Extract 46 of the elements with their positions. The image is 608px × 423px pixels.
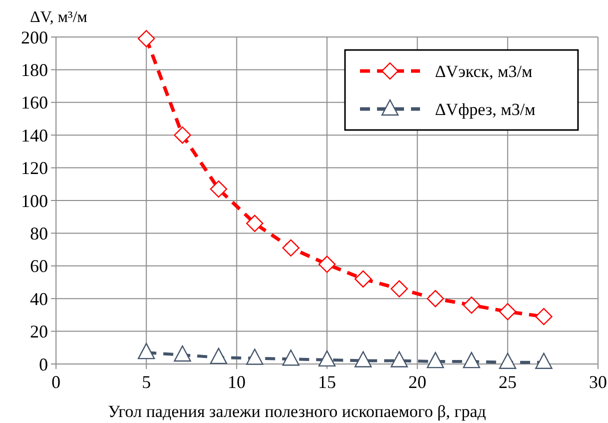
point bbox=[282, 349, 300, 366]
x-tick-label: 0 bbox=[52, 372, 60, 392]
point bbox=[210, 348, 228, 364]
point bbox=[462, 296, 480, 314]
legend-label: ΔVфрез, м3/м bbox=[435, 100, 536, 119]
y-tick-label: 40 bbox=[30, 288, 48, 309]
point bbox=[174, 126, 192, 144]
point bbox=[426, 290, 444, 308]
point bbox=[174, 345, 192, 362]
point bbox=[318, 350, 336, 367]
point bbox=[499, 303, 516, 320]
point bbox=[426, 352, 444, 368]
point bbox=[535, 308, 552, 326]
y-tick-label: 140 bbox=[21, 125, 48, 146]
point bbox=[499, 352, 516, 369]
point bbox=[246, 348, 264, 365]
y-tick-label: 60 bbox=[30, 256, 48, 276]
y-tick-label: 0 bbox=[39, 354, 48, 374]
x-tick-label: 25 bbox=[498, 372, 517, 392]
point bbox=[246, 214, 264, 232]
x-tick-label: 20 bbox=[408, 372, 426, 392]
point bbox=[390, 351, 408, 368]
point bbox=[354, 351, 372, 368]
point bbox=[354, 270, 372, 288]
point bbox=[535, 352, 552, 369]
y-tick-label: 120 bbox=[21, 158, 48, 178]
x-tick-label: 10 bbox=[228, 372, 246, 392]
x-axis-title: Угол падения залежи полезного ископаемого β, град bbox=[108, 402, 486, 421]
y-tick-label: 80 bbox=[30, 224, 48, 244]
y-tick-label: 20 bbox=[30, 322, 48, 342]
legend-label: ΔVэкск, м3/м bbox=[435, 62, 533, 81]
y-tick-label: 180 bbox=[21, 60, 48, 80]
point bbox=[318, 256, 336, 273]
y-tick-label: 200 bbox=[21, 27, 48, 48]
x-tick-label: 5 bbox=[142, 372, 151, 392]
x-tick-label: 30 bbox=[589, 372, 607, 392]
y-tick-label: 100 bbox=[21, 190, 48, 211]
point bbox=[138, 30, 155, 48]
point bbox=[282, 239, 300, 257]
y-axis-title: ΔV, м³/м bbox=[30, 9, 88, 26]
point bbox=[390, 280, 408, 298]
y-tick-label: 160 bbox=[21, 92, 48, 113]
point bbox=[462, 352, 480, 368]
point bbox=[210, 180, 228, 198]
x-tick-label: 15 bbox=[318, 372, 336, 392]
point bbox=[138, 342, 155, 360]
